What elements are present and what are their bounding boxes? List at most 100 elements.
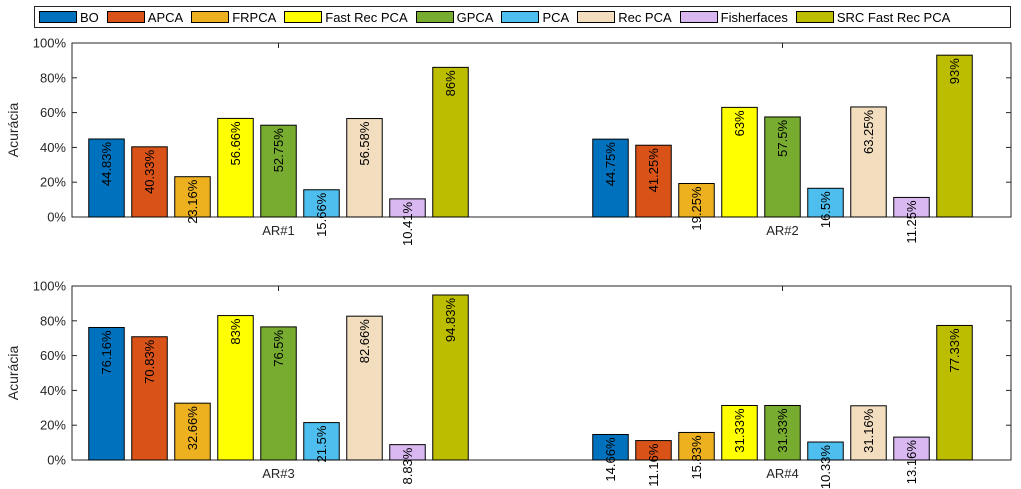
bar — [850, 106, 887, 218]
legend-label: Fisherfaces — [720, 9, 788, 25]
data-label: 21.5% — [314, 425, 329, 462]
data-label: 14.66% — [603, 437, 618, 482]
bar — [346, 118, 383, 218]
x-tick-label: AR#3 — [262, 466, 295, 481]
data-label: 11.16% — [646, 443, 661, 487]
data-label: 31.33% — [732, 408, 747, 453]
data-label: 76.16% — [99, 330, 114, 375]
data-label: 31.16% — [861, 408, 876, 453]
bar — [635, 144, 672, 218]
bar — [174, 402, 211, 461]
legend-label: SRC Fast Rec PCA — [836, 9, 951, 25]
y-tick-label: 20% — [40, 418, 66, 433]
data-label: 31.33% — [775, 408, 790, 453]
data-label: 40.33% — [142, 149, 157, 194]
bar — [389, 198, 426, 218]
data-label: 11.25% — [904, 200, 919, 244]
y-tick-label: 100% — [33, 36, 67, 51]
legend-swatch — [284, 11, 323, 23]
bar — [850, 405, 887, 461]
bar — [592, 138, 629, 218]
legend-label: GPCA — [456, 9, 494, 25]
y-axis-label: Acurácia — [5, 346, 21, 401]
bar — [721, 106, 758, 218]
data-label: 44.75% — [603, 142, 618, 187]
bar — [721, 404, 758, 461]
bar — [592, 433, 629, 461]
x-tick-label: AR#2 — [766, 223, 799, 238]
legend-item: Fast Rec PCA — [284, 9, 408, 25]
data-label: 41.25% — [646, 148, 661, 193]
data-label: 44.83% — [99, 142, 114, 187]
bar — [936, 54, 973, 218]
data-label: 15.83% — [689, 435, 704, 480]
y-tick-label: 0% — [47, 210, 66, 225]
legend-label: PCA — [542, 9, 570, 25]
legend-swatch — [577, 11, 616, 23]
data-label: 77.33% — [947, 328, 962, 373]
bar — [131, 336, 168, 461]
legend-label: Fast Rec PCA — [325, 9, 408, 25]
data-label: 52.75% — [271, 128, 286, 173]
bar — [217, 315, 254, 461]
legend-item: PCA — [501, 10, 569, 25]
data-label: 70.83% — [142, 339, 157, 384]
data-label: 10.41% — [400, 201, 415, 246]
bar — [217, 117, 254, 218]
bar — [389, 444, 426, 461]
bar — [807, 441, 844, 461]
y-tick-label: 20% — [40, 175, 66, 190]
legend-swatch — [39, 11, 77, 23]
data-label: 8.83% — [400, 447, 415, 484]
bar — [174, 176, 211, 218]
y-tick-label: 80% — [40, 70, 66, 85]
data-label: 63.25% — [861, 110, 876, 155]
bar — [131, 146, 168, 218]
legend-label: APCA — [147, 9, 184, 25]
bar — [432, 294, 469, 461]
y-tick-label: 40% — [40, 140, 66, 155]
legend-label: BO — [80, 9, 99, 25]
data-label: 23.16% — [185, 179, 200, 224]
legend-swatch — [501, 11, 540, 23]
data-label: 76.5% — [271, 329, 286, 366]
y-tick-label: 40% — [40, 383, 66, 398]
legend-item: GPCA — [415, 9, 494, 25]
x-tick-label: AR#1 — [262, 223, 295, 238]
bar — [893, 436, 930, 461]
data-label: 10.33% — [818, 445, 833, 489]
bar — [764, 404, 801, 461]
data-label: 82.66% — [357, 319, 372, 364]
legend-item: SRC Fast Rec PCA — [795, 9, 951, 25]
legend-swatch — [191, 11, 230, 23]
bar — [893, 196, 930, 218]
y-tick-label: 100% — [33, 279, 67, 294]
bar — [678, 431, 715, 461]
x-tick-label: AR#4 — [766, 466, 799, 481]
bar — [260, 326, 297, 461]
bar — [936, 324, 973, 461]
y-tick-label: 60% — [40, 105, 66, 120]
legend-swatch — [795, 11, 834, 23]
data-label: 56.58% — [357, 121, 372, 166]
legend-item: APCA — [106, 9, 184, 25]
data-label: 57.5% — [775, 120, 790, 157]
y-tick-label: 60% — [40, 348, 66, 363]
bar — [260, 124, 297, 218]
data-label: 83% — [228, 318, 243, 344]
data-label: 94.83% — [443, 298, 458, 343]
bar — [303, 422, 340, 461]
data-label: 16.5% — [818, 191, 833, 228]
y-tick-label: 0% — [47, 453, 66, 468]
data-label: 32.66% — [185, 406, 200, 451]
bar — [807, 187, 844, 218]
chart-legend: BO APCA FRPCA Fast Rec PCA GPCA PCA Rec PCA Fis… — [34, 6, 1011, 28]
bar — [346, 315, 383, 461]
data-label: 63% — [732, 110, 747, 136]
data-label: 19.25% — [689, 186, 704, 231]
legend-item: Fisherfaces — [679, 9, 788, 25]
bar — [432, 66, 469, 218]
y-axis-label: Acurácia — [5, 103, 21, 158]
data-label: 56.66% — [228, 121, 243, 166]
